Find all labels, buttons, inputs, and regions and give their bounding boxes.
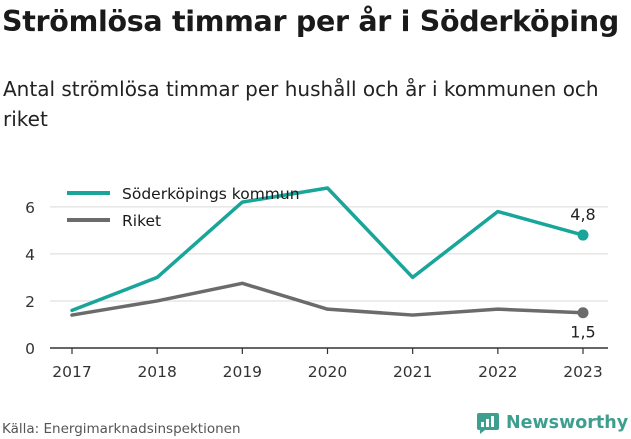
brand-logo: Newsworthy xyxy=(476,408,628,438)
chart-title: Strömlösa timmar per år i Söderköping xyxy=(2,5,619,38)
x-tick-label-2021: 2021 xyxy=(393,363,432,381)
data-label-riket-2023: 1,5 xyxy=(570,323,595,342)
x-tick-label-2017: 2017 xyxy=(52,363,91,381)
x-tick-label-2019: 2019 xyxy=(223,363,262,381)
y-tick-label-0: 0 xyxy=(25,340,35,358)
x-tick-label-2023: 2023 xyxy=(563,363,602,381)
newsworthy-logo-icon xyxy=(477,413,499,434)
y-tick-label-4: 4 xyxy=(25,246,35,264)
chart-subtitle: Antal strömlösa timmar per hushåll och å… xyxy=(3,77,599,131)
legend-label-kommun: Söderköpings kommun xyxy=(122,185,300,203)
x-tick-label-2022: 2022 xyxy=(478,363,517,381)
legend-label-riket: Riket xyxy=(122,212,161,230)
x-tick-label-2018: 2018 xyxy=(137,363,176,381)
source-note: Källa: Energimarknadsinspektionen xyxy=(2,421,241,437)
end-point-riket xyxy=(577,307,589,319)
data-label-kommun-2023: 4,8 xyxy=(570,205,595,224)
end-point-kommun xyxy=(577,229,589,241)
series-line-kommun xyxy=(70,186,585,313)
series-line-riket xyxy=(70,281,585,317)
y-tick-label-6: 6 xyxy=(25,199,35,217)
y-tick-label-2: 2 xyxy=(25,293,35,311)
brand-name: Newsworthy xyxy=(506,413,629,433)
x-tick-label-2020: 2020 xyxy=(308,363,347,381)
